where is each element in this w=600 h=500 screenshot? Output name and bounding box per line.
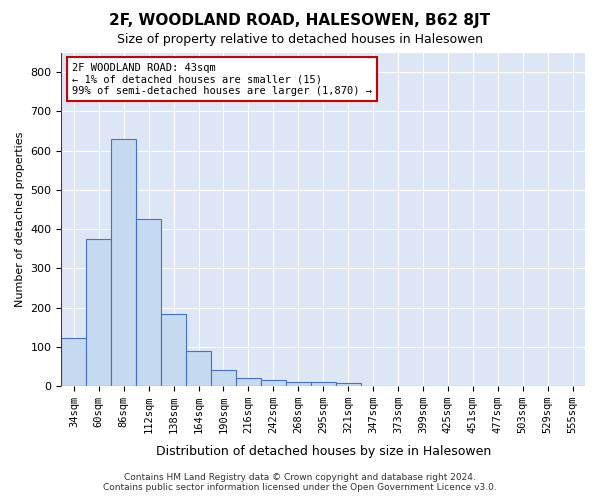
Bar [236, 378, 261, 386]
Bar [211, 370, 236, 386]
Bar [161, 314, 186, 386]
Bar [186, 351, 211, 386]
Bar [311, 382, 335, 386]
Y-axis label: Number of detached properties: Number of detached properties [15, 132, 25, 307]
Text: 2F WOODLAND ROAD: 43sqm
← 1% of detached houses are smaller (15)
99% of semi-det: 2F WOODLAND ROAD: 43sqm ← 1% of detached… [72, 62, 372, 96]
Bar [261, 380, 286, 386]
Bar [136, 220, 161, 386]
Bar [61, 338, 86, 386]
Text: Size of property relative to detached houses in Halesowen: Size of property relative to detached ho… [117, 32, 483, 46]
Bar [111, 139, 136, 386]
Bar [286, 382, 311, 386]
Bar [335, 383, 361, 386]
Text: Contains HM Land Registry data © Crown copyright and database right 2024.
Contai: Contains HM Land Registry data © Crown c… [103, 473, 497, 492]
Text: 2F, WOODLAND ROAD, HALESOWEN, B62 8JT: 2F, WOODLAND ROAD, HALESOWEN, B62 8JT [109, 12, 491, 28]
X-axis label: Distribution of detached houses by size in Halesowen: Distribution of detached houses by size … [155, 444, 491, 458]
Bar [86, 239, 111, 386]
